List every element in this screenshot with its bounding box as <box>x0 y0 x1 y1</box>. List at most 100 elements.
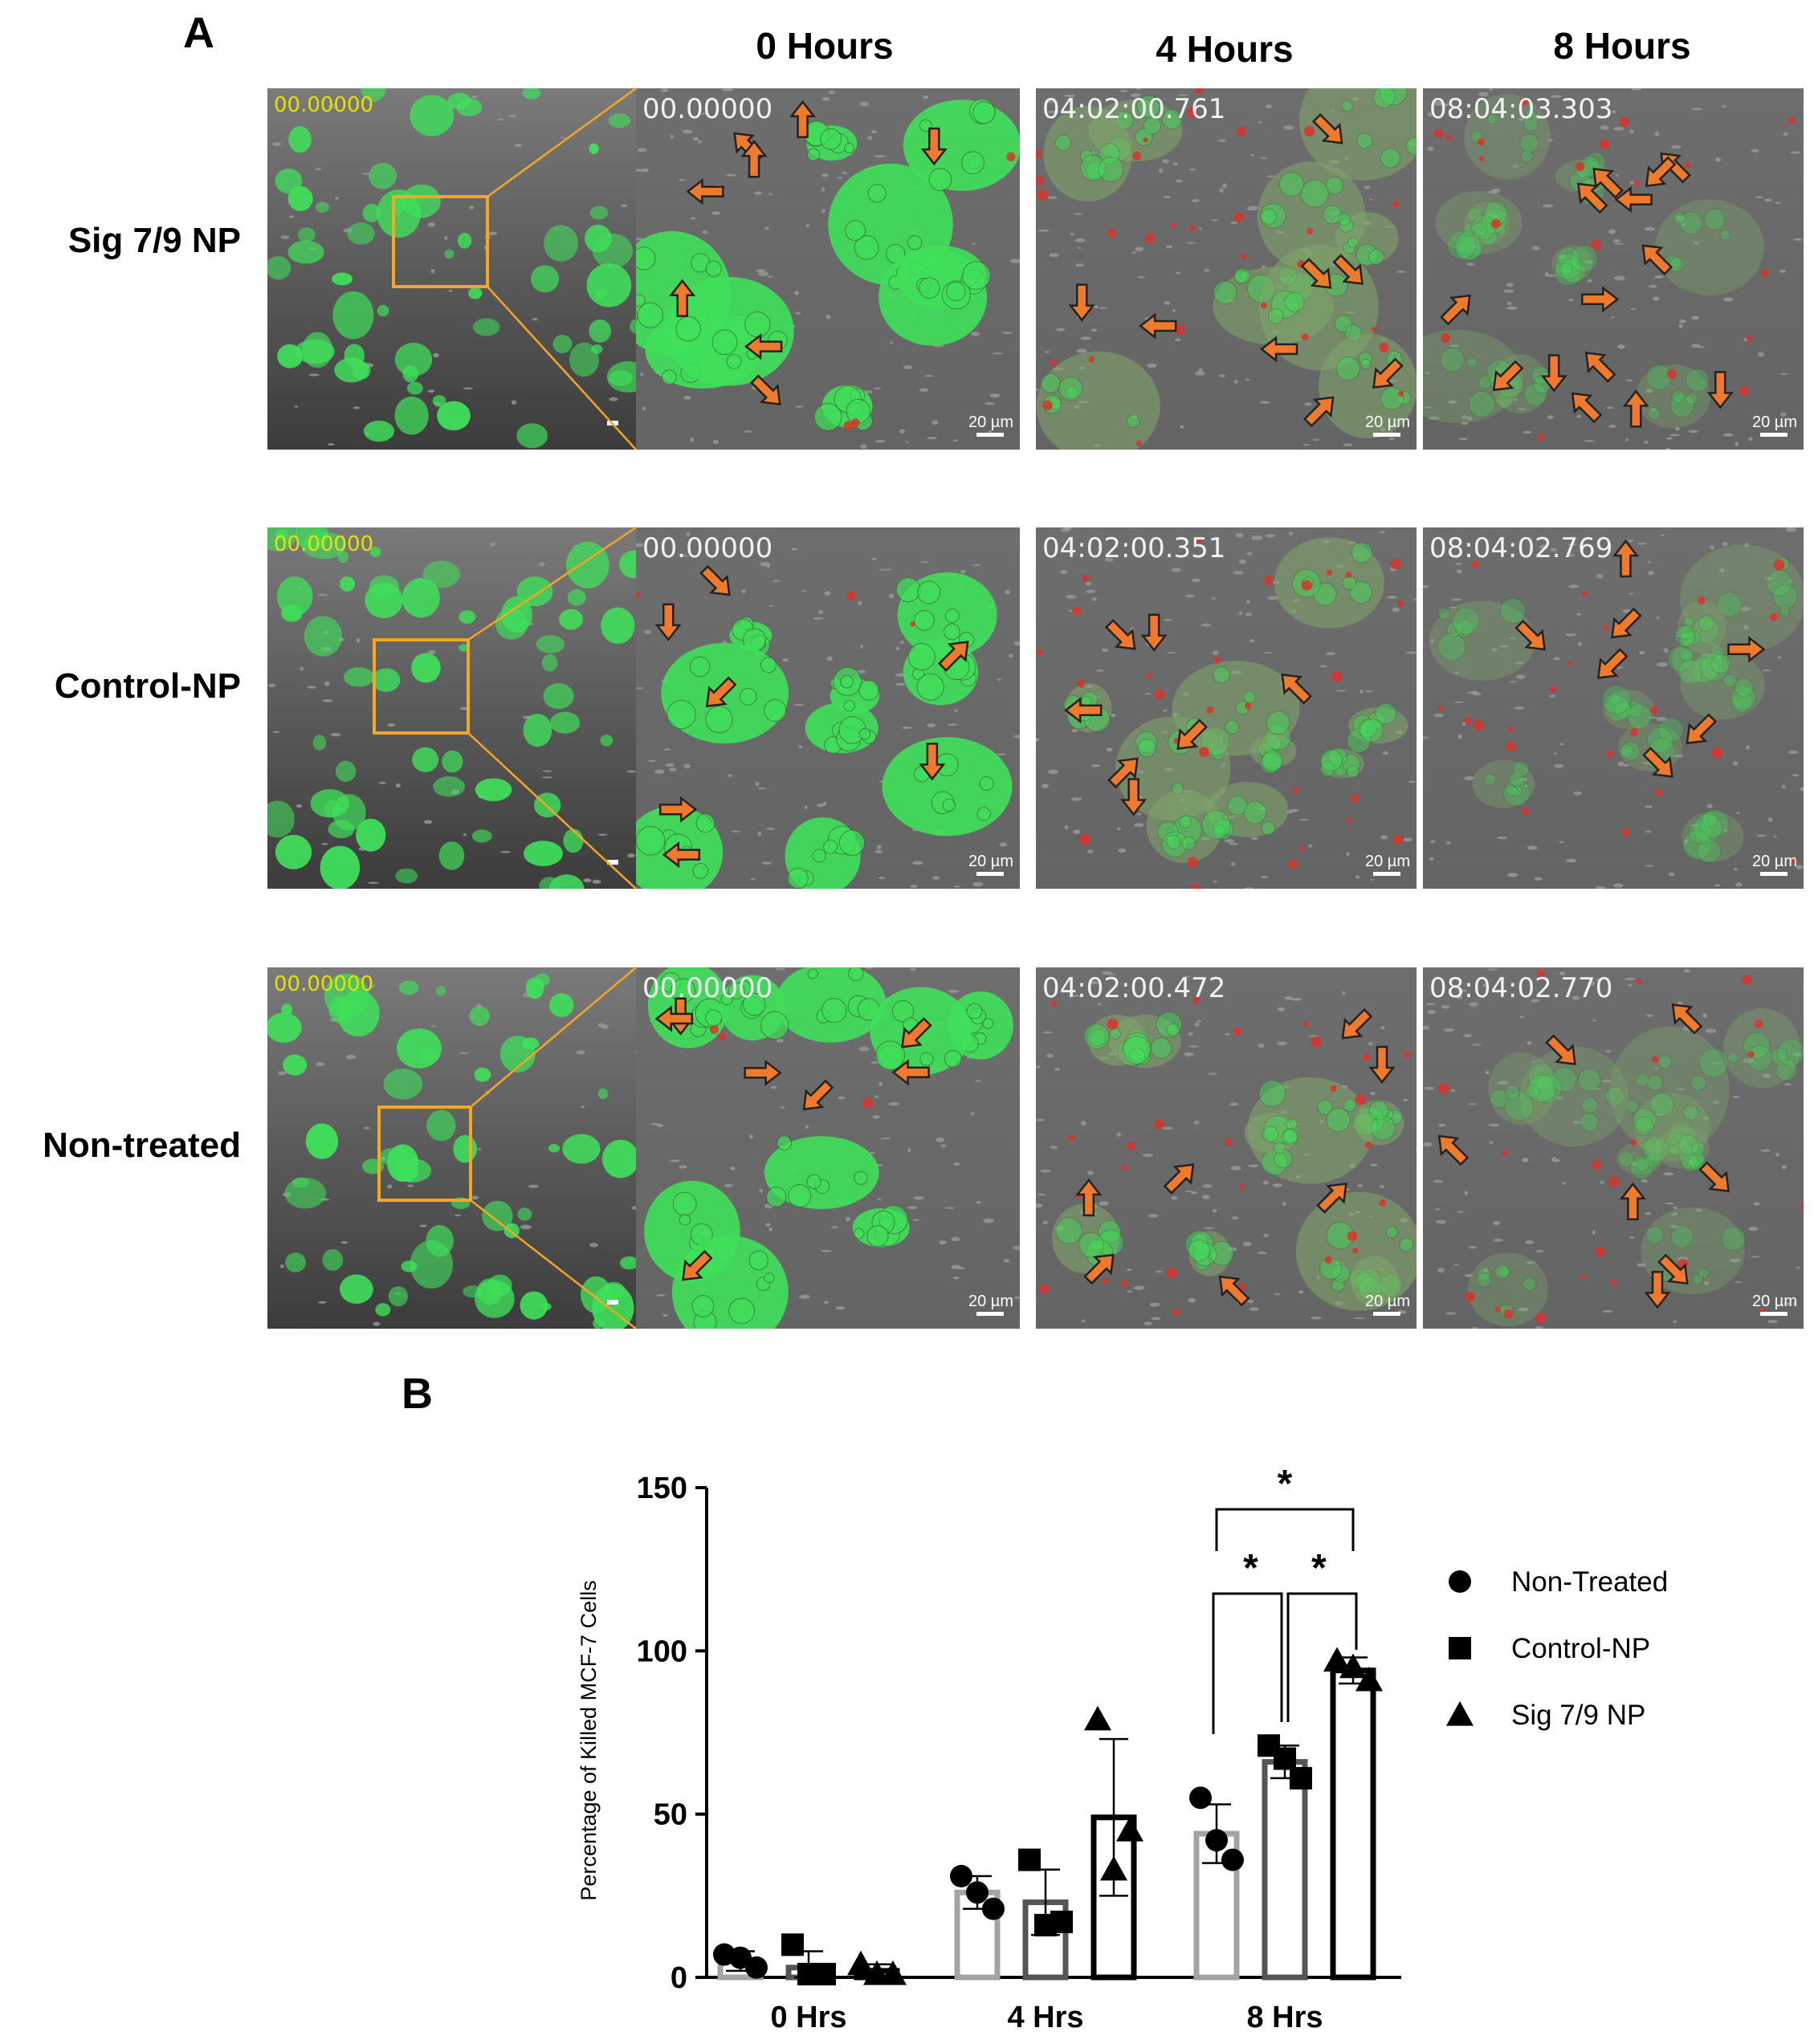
data-point <box>863 1960 891 1985</box>
data-point <box>781 1933 804 1956</box>
scale-bar <box>607 1300 618 1305</box>
data-point <box>1116 1817 1143 1842</box>
arrow-indicator <box>1642 747 1673 778</box>
timestamp-label: 04:02:00.351 <box>1042 532 1226 564</box>
arrow-indicator <box>1372 357 1404 389</box>
arrow-indicator <box>1218 1275 1250 1307</box>
data-point <box>950 1864 972 1887</box>
data-point <box>1355 1666 1383 1692</box>
arrow-indicator <box>1612 539 1640 578</box>
timestamp-label: 00.00000 <box>642 93 773 125</box>
arrow-indicator <box>1368 1045 1396 1084</box>
arrow-indicator <box>1540 354 1567 393</box>
significance-bracket <box>1215 1508 1355 1551</box>
significance-label: * <box>1243 1547 1258 1590</box>
arrow-indicator <box>662 841 701 869</box>
arrow-indicator <box>1068 283 1095 322</box>
arrow-indicator <box>1596 648 1629 679</box>
arrow-indicator <box>1300 258 1332 289</box>
arrow-indicator <box>1316 1183 1347 1214</box>
arrow-indicator <box>744 1059 782 1086</box>
scale-bar-label: 20 µm <box>968 413 1013 431</box>
legend-label: Non-Treated <box>1511 1566 1668 1598</box>
scale-bar-label: 20 µm <box>1752 1293 1797 1310</box>
legend-marker <box>1449 1637 1471 1659</box>
arrow-indicator <box>1440 294 1471 326</box>
arrow-indicator <box>1341 1008 1373 1040</box>
scale-bar <box>607 860 618 865</box>
arrow-indicator <box>1698 1161 1730 1193</box>
arrow-indicator <box>1581 286 1620 313</box>
arrow-indicator <box>1571 392 1603 424</box>
arrow-indicator <box>1545 1034 1576 1065</box>
y-tick-label: 0 <box>671 1961 687 1995</box>
scale-bar: 20 µm <box>1751 406 1799 438</box>
arrow-indicator <box>1332 254 1364 285</box>
data-point <box>729 1946 752 1969</box>
arrow-indicator <box>1641 244 1673 275</box>
significance-label: * <box>1311 1547 1327 1590</box>
overview-image-row-2: 00.00000 <box>267 527 641 889</box>
arrow-indicator <box>1083 1253 1115 1285</box>
arrow-indicator <box>682 1249 713 1281</box>
arrow-indicator <box>937 641 969 672</box>
timestamp-label: 00.00000 <box>274 93 374 117</box>
arrow-indicator <box>1437 1134 1470 1167</box>
data-point <box>1339 1653 1367 1679</box>
timestamp-label: 08:04:02.770 <box>1429 972 1613 1004</box>
data-point <box>982 1897 1005 1920</box>
row-label-control: Control-NP <box>54 666 241 706</box>
overview-image-row-1: 00.00000 <box>267 88 641 450</box>
data-point <box>1274 1747 1296 1770</box>
arrow-indicator <box>654 1005 693 1032</box>
timelapse-image-row-2-col-3: 08:04:02.769 20 µm <box>1423 527 1804 889</box>
scale-bar-label: 20 µm <box>1752 853 1797 870</box>
row-label-nontreated: Non-treated <box>43 1126 241 1165</box>
arrow-indicator <box>1140 613 1168 652</box>
data-point <box>966 1881 989 1904</box>
x-tick-label: 0 Hrs <box>770 2001 846 2034</box>
timestamp-label: 00.00000 <box>642 532 773 564</box>
scale-bar-label: 20 µm <box>1752 413 1797 431</box>
scale-bar: 20 µm <box>1364 406 1412 438</box>
arrow-indicator <box>1657 1253 1689 1285</box>
bar-chart: 0 50 100 150 Percentage of Killed MCF-7 Cell… <box>577 1463 1668 2034</box>
arrow-indicator <box>1281 673 1312 705</box>
arrow-indicator <box>1259 336 1298 363</box>
data-point <box>1018 1848 1041 1871</box>
arrow-indicator <box>1107 757 1139 789</box>
panel-a-letter: A <box>183 9 214 57</box>
arrow-indicator <box>1514 619 1546 651</box>
data-point <box>1084 1705 1111 1731</box>
arrow-indicator <box>1075 1178 1103 1217</box>
arrow-indicator <box>699 564 731 597</box>
arrow-indicator <box>654 603 682 641</box>
arrow-indicator <box>1311 113 1343 145</box>
y-axis-label: Percentage of Killed MCF-7 Cells <box>577 1580 601 1900</box>
overview-image-row-3: 00.00000 <box>267 967 641 1329</box>
arrow-indicator <box>789 100 817 139</box>
arrow-indicator <box>1139 312 1177 340</box>
timestamp-label: 00.00000 <box>274 532 374 556</box>
timelapse-image-row-1-col-2: 04:02:00.761 20 µm <box>1036 88 1417 450</box>
bar <box>1330 1667 1376 1981</box>
data-point <box>1290 1766 1312 1790</box>
data-point <box>1100 1855 1127 1881</box>
arrow-indicator <box>901 1017 932 1048</box>
arrow-indicator <box>1644 1271 1671 1309</box>
arrow-indicator <box>1120 778 1148 816</box>
x-tick-label: 8 Hrs <box>1246 2001 1323 2034</box>
arrow-indicator <box>1671 1004 1703 1035</box>
arrow-indicator <box>1686 713 1718 745</box>
timestamp-label: 04:02:00.472 <box>1042 972 1226 1004</box>
scale-bar: 20 µm <box>967 845 1015 877</box>
arrow-indicator <box>1584 352 1616 383</box>
arrow-indicator <box>1064 697 1103 724</box>
arrow-indicator <box>669 279 696 318</box>
scale-bar: 20 µm <box>967 1285 1015 1317</box>
timestamp-label: 00.00000 <box>274 972 374 996</box>
legend-label: Sig 7/9 NP <box>1511 1700 1645 1731</box>
timestamp-label: 08:04:02.769 <box>1429 532 1613 564</box>
timestamp-label: 00.00000 <box>642 972 773 1004</box>
data-point <box>797 1962 820 1985</box>
